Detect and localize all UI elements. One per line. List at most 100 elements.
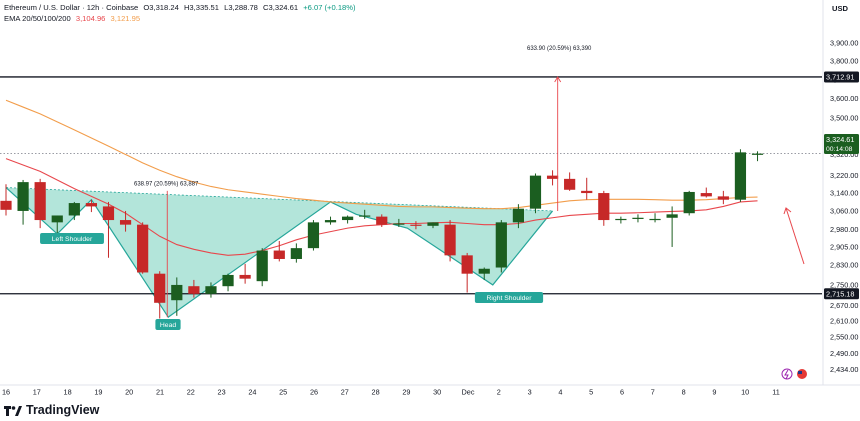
candle xyxy=(342,215,354,224)
candle-body xyxy=(444,224,456,256)
candle xyxy=(0,184,12,216)
candle xyxy=(444,220,456,262)
x-tick-label: 30 xyxy=(433,388,441,397)
candle-body xyxy=(478,268,490,274)
candle-body xyxy=(102,206,115,221)
us-flag-canton xyxy=(798,371,802,374)
range-label-right: 633.90 (20.59%) 63,390 xyxy=(527,46,592,52)
candle xyxy=(427,222,439,229)
y-tick-label: 2,980.00 xyxy=(830,225,858,234)
candle-body xyxy=(376,216,388,225)
left-shoulder-label-bg xyxy=(40,233,104,244)
range-arrowhead xyxy=(554,76,562,83)
candle xyxy=(512,204,524,229)
candle xyxy=(171,277,183,316)
candle-body xyxy=(581,190,593,194)
candle-body xyxy=(68,203,80,216)
symbol-label[interactable]: Ethereum / U.S. Dollar · 12h · Coinbase xyxy=(4,3,139,12)
ohlc-low: L3,288.78 xyxy=(224,3,258,12)
candle-body xyxy=(598,193,610,221)
candle-body xyxy=(700,193,712,197)
candle xyxy=(256,248,268,287)
candle xyxy=(751,151,764,162)
candle xyxy=(273,241,285,262)
candle xyxy=(546,170,559,186)
y-tick-label: 2,490.00 xyxy=(830,349,858,358)
ema-slow-line xyxy=(5,99,758,210)
ema-fast-value: 3,104.96 xyxy=(75,14,106,23)
candle-body xyxy=(342,216,354,221)
candle xyxy=(119,210,132,232)
neckline xyxy=(5,187,553,212)
candle-body xyxy=(649,218,661,221)
ema-indicator-label[interactable]: EMA 20/50/100/200 xyxy=(4,14,71,23)
right-shoulder-label-bg xyxy=(474,292,544,303)
x-tick-label: 10 xyxy=(741,388,749,397)
candle-body xyxy=(171,284,183,301)
x-tick-label: 19 xyxy=(94,388,102,397)
x-tick-label: 29 xyxy=(402,388,410,397)
range-label-left: 638.97 (20.59%) 63,887 xyxy=(134,181,199,187)
ema-slow-value: 3,121.95 xyxy=(110,14,141,23)
candle xyxy=(666,206,678,247)
candle xyxy=(649,213,661,223)
candle xyxy=(581,177,593,200)
y-tick-label: 2,610.00 xyxy=(830,317,858,326)
candle xyxy=(205,282,217,298)
candle-body xyxy=(751,153,764,155)
x-tick-label: 18 xyxy=(64,388,72,397)
chart-header-indicator-row: EMA 20/50/100/200 3,104.96 3,121.95 xyxy=(4,14,143,23)
x-tick-label: 24 xyxy=(248,388,256,397)
candle xyxy=(461,252,473,293)
y-tick-label: 3,060.00 xyxy=(830,206,858,215)
currency-label[interactable]: USD xyxy=(832,4,849,13)
bearish-arrow-head xyxy=(783,207,792,215)
bearish-arrow xyxy=(785,207,805,265)
tradingview-logo[interactable]: TradingView xyxy=(4,403,99,417)
candle-body xyxy=(683,191,695,214)
candle-body xyxy=(461,255,473,274)
y-tick-label: 2,905.00 xyxy=(830,242,858,251)
y-tick-label: 2,434.00 xyxy=(830,365,858,374)
y-tick-label: 3,600.00 xyxy=(830,94,858,103)
y-tick-label: 3,320.00 xyxy=(830,150,858,159)
right-shoulder-label: Right Shoulder xyxy=(487,295,533,302)
x-tick-label: Dec xyxy=(462,388,475,397)
candle xyxy=(34,178,46,229)
candle-body xyxy=(632,217,644,219)
ohlc-change: +6.07 (+0.18%) xyxy=(303,3,356,12)
y-tick-label: 2,750.00 xyxy=(830,280,858,289)
candle xyxy=(495,220,507,273)
candle-body xyxy=(546,175,559,179)
candle-body xyxy=(0,200,12,210)
x-tick-label: 21 xyxy=(156,388,164,397)
candle xyxy=(410,221,422,230)
candle-body xyxy=(154,273,166,303)
candle xyxy=(529,173,542,214)
candle-body xyxy=(717,196,729,200)
candle xyxy=(717,190,729,205)
candle xyxy=(239,263,251,284)
y-tick-label: 3,800.00 xyxy=(830,56,858,65)
candle xyxy=(632,214,644,223)
candle-body xyxy=(307,222,320,249)
candle-body xyxy=(34,182,46,221)
x-tick-label: 6 xyxy=(620,388,624,397)
candle xyxy=(359,209,371,219)
candle-body xyxy=(137,224,149,273)
candle xyxy=(222,273,234,292)
lightning-event-icon[interactable] xyxy=(781,368,793,380)
y-tick-label: 3,900.00 xyxy=(830,38,858,47)
lightning-glyph xyxy=(784,369,789,380)
ohlc-close: C3,324.61 xyxy=(263,3,299,12)
candle-body xyxy=(17,182,29,211)
level-price-tag xyxy=(824,288,859,300)
y-tick-label: 2,830.00 xyxy=(830,261,858,270)
candle-body xyxy=(734,152,747,200)
ohlc-open: O3,318.24 xyxy=(143,3,179,12)
x-tick-label: 20 xyxy=(125,388,133,397)
candle xyxy=(290,243,302,263)
candle xyxy=(324,216,337,225)
x-tick-label: 28 xyxy=(372,388,380,397)
